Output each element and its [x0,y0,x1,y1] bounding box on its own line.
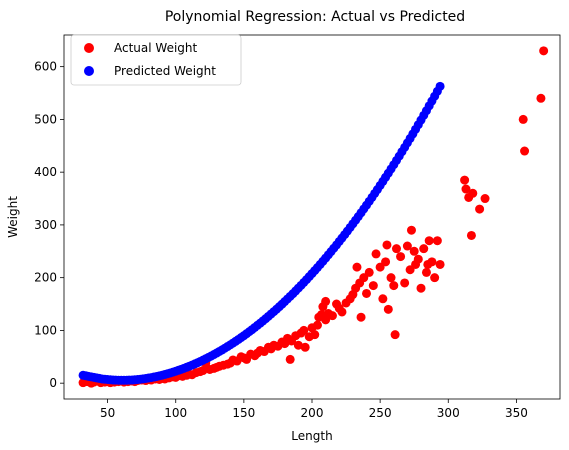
predicted-point [435,81,445,91]
actual-point [352,262,362,272]
actual-point [300,342,310,352]
actual-point [356,312,366,322]
actual-point [461,184,471,194]
actual-point [435,259,445,269]
actual-point [536,93,546,103]
x-tick-label: 200 [301,406,324,420]
y-axis-label: Weight [6,196,20,238]
actual-point [321,296,331,306]
actual-point [466,230,476,240]
actual-point [390,330,400,340]
actual-point [310,330,320,340]
actual-point [413,254,423,264]
actual-point [364,267,374,277]
actual-point [386,273,396,283]
x-tick-label: 100 [164,406,187,420]
actual-point [409,246,419,256]
legend-label-actual: Actual Weight [114,41,198,55]
actual-point [285,354,295,364]
actual-point [362,288,372,298]
actual-point [416,283,426,293]
y-tick-label: 400 [34,165,57,179]
x-tick-label: 250 [369,406,392,420]
x-tick-label: 350 [505,406,528,420]
actual-point [460,175,470,185]
actual-point [327,311,337,321]
y-tick-label: 100 [34,323,57,337]
actual-point [337,307,347,317]
actual-point [402,241,412,251]
x-tick-label: 300 [437,406,460,420]
x-axis-label: Length [291,429,332,443]
actual-point [427,257,437,267]
y-tick-label: 200 [34,271,57,285]
y-tick-label: 300 [34,218,57,232]
plot-frame [63,34,561,400]
actual-point [539,46,549,56]
actual-point [299,325,309,335]
y-tick-label: 600 [34,60,57,74]
y-tick-label: 0 [49,376,57,390]
actual-point [520,146,530,156]
actual-point [419,244,429,254]
y-axis-ticks: 0 100 200 300 400 500 600 [34,60,64,390]
actual-point [475,204,485,214]
actual-point [381,257,391,267]
x-tick-label: 150 [232,406,255,420]
legend-marker-predicted [84,66,94,76]
actual-point [421,267,431,277]
actual-point [430,273,440,283]
actual-point [382,240,392,250]
actual-points-group [78,46,549,388]
legend-box [70,34,242,86]
actual-point [383,304,393,314]
actual-point [400,278,410,288]
legend-label-predicted: Predicted Weight [114,64,216,78]
actual-point [378,294,388,304]
actual-point [468,188,478,198]
predicted-points-group [78,81,445,385]
actual-point [391,244,401,254]
x-tick-label: 50 [100,406,115,420]
actual-point [432,236,442,246]
actual-point [198,366,208,376]
y-tick-label: 500 [34,112,57,126]
actual-point [518,114,528,124]
actual-point [424,236,434,246]
x-axis-ticks: 50 100 150 200 250 300 350 [100,399,528,420]
legend: Actual Weight Predicted Weight [70,34,242,86]
legend-marker-actual [84,43,94,53]
actual-point [312,320,322,330]
actual-point [480,194,490,204]
actual-point [371,249,381,259]
actual-point [293,340,303,350]
chart-title: Polynomial Regression: Actual vs Predict… [165,9,465,25]
actual-point [396,252,406,262]
actual-point [368,281,378,291]
actual-point [389,281,399,291]
actual-point [406,225,416,235]
